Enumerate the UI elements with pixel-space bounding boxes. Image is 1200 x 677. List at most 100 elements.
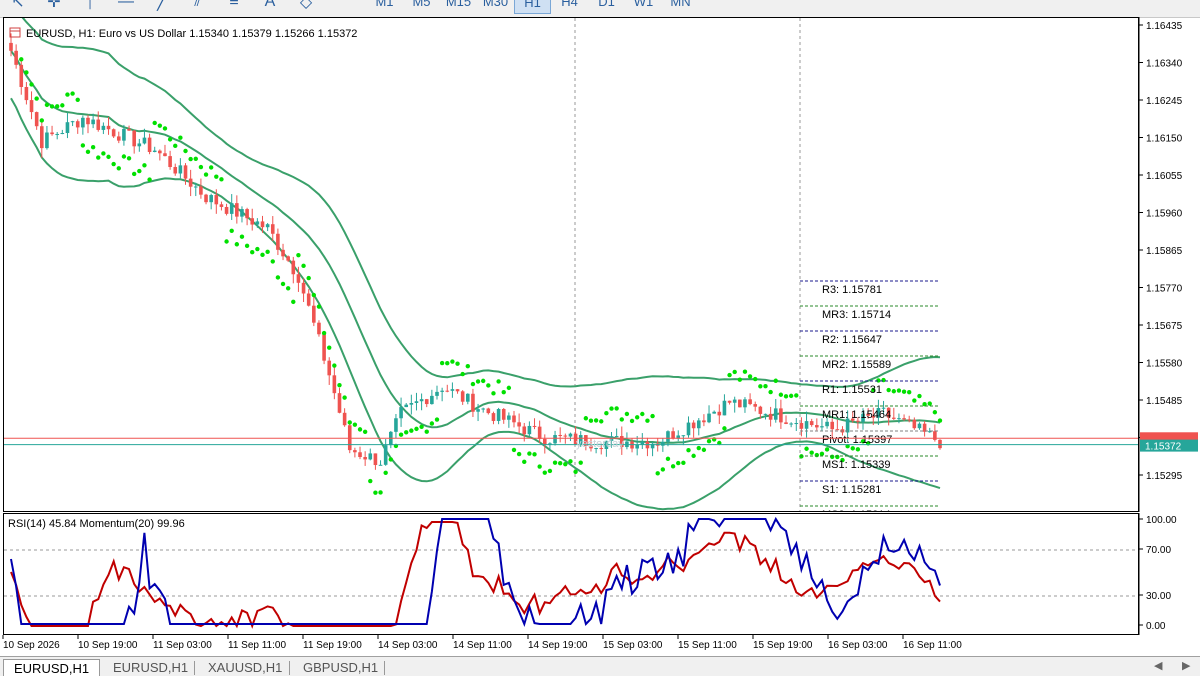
candle [404, 403, 409, 408]
sar-dot [126, 156, 132, 161]
timeframe-d1[interactable]: D1 [598, 0, 615, 9]
sar-dot [722, 426, 727, 431]
tab-scroll-left[interactable]: ◀ [1154, 660, 1163, 672]
trendline-icon[interactable]: ╱ [157, 0, 167, 11]
candle [378, 460, 383, 466]
timeframe-h4[interactable]: H4 [561, 0, 578, 9]
sar-dot [404, 430, 409, 435]
sar-dot [542, 470, 547, 475]
candle [86, 114, 90, 134]
vertical-line-icon[interactable]: ⏐ [85, 0, 95, 10]
main-chart[interactable]: R3: 1.15781 MR3: 1.15714 R2: 1.15647 MR2: 1… [3, 2, 1139, 521]
candle [789, 422, 793, 428]
sar-dot [90, 144, 96, 150]
sar-dot [706, 439, 712, 444]
timeframe-m15[interactable]: M15 [445, 0, 472, 9]
timeframe-w1[interactable]: W1 [633, 0, 654, 9]
sar-dot [701, 447, 707, 453]
time-tick: 10 Sep 19:00 [78, 640, 138, 651]
chart-tab[interactable]: XAUUSD,H1 [208, 660, 283, 675]
shapes-icon[interactable]: ◇ [299, 0, 313, 11]
time-tick: 11 Sep 19:00 [303, 640, 362, 651]
candle [29, 91, 34, 120]
candle [101, 122, 106, 135]
candle [219, 201, 224, 211]
chart-tab[interactable]: EURUSD,H1 [113, 660, 189, 675]
tab-scroll-right[interactable]: ▶ [1182, 660, 1191, 672]
sar-dot [480, 378, 486, 384]
horizontal-line-icon[interactable]: — [118, 0, 134, 10]
sar-dot [912, 398, 917, 403]
candle [147, 133, 152, 155]
chart-tab[interactable]: GBPUSD,H1 [303, 660, 379, 675]
sar-dot [655, 471, 660, 476]
candle [430, 389, 434, 405]
price-tick: 1.16150 [1146, 134, 1183, 145]
sar-dot [860, 439, 866, 444]
cursor-icon[interactable]: ↖ [11, 0, 25, 11]
price-tick: 1.16435 [1146, 21, 1183, 32]
timeframe-m30[interactable]: M30 [482, 0, 509, 9]
sar-dot [634, 415, 640, 420]
candle [409, 394, 414, 415]
candle [912, 417, 917, 430]
sar-dot [419, 424, 424, 429]
momentum-line [10, 516, 941, 627]
candle [111, 128, 116, 139]
candle [460, 390, 465, 405]
sar-dot [855, 447, 861, 452]
indicator-axis: 100.00 70.00 30.00 0.00 [1139, 513, 1177, 635]
timeframe-m5[interactable]: M5 [412, 0, 431, 9]
candle [933, 424, 937, 442]
sar-dot [342, 395, 347, 400]
chart-header: EURUSD, H1: Euro vs US Dollar 1.15340 1.… [9, 27, 357, 40]
candle [537, 420, 542, 444]
candle [568, 432, 573, 442]
sar-dot [563, 461, 568, 467]
sar-dot [522, 459, 527, 465]
candle [743, 397, 747, 413]
sar-dot [327, 345, 332, 350]
crosshair-icon[interactable]: ✛ [47, 0, 61, 11]
sar-dot [347, 420, 352, 425]
candle [876, 399, 881, 426]
time-tick: 14 Sep 03:00 [378, 640, 438, 651]
candle [881, 400, 886, 414]
sar-dot [768, 389, 773, 395]
candle [235, 195, 239, 224]
timeframe-mn[interactable]: MN [670, 0, 691, 9]
timeframe-h1[interactable]: H1 [514, 0, 551, 14]
indicator-tick: 0.00 [1146, 621, 1166, 632]
pivot-label: MR2: 1.15589 [822, 359, 891, 371]
fibonacci-icon[interactable]: ≡ [229, 0, 239, 10]
candle [312, 296, 316, 327]
candle [301, 278, 306, 303]
chart-icon [9, 27, 21, 38]
sar-dot [619, 417, 624, 422]
sar-dot [332, 363, 337, 368]
candle [845, 410, 850, 443]
sar-dot [747, 374, 753, 379]
candle [127, 125, 131, 131]
chart-tab[interactable]: EURUSD,H1 [3, 659, 101, 676]
text-icon[interactable]: A [264, 0, 276, 10]
timeframe-m1[interactable]: M1 [375, 0, 394, 9]
sar-dot [629, 418, 635, 424]
time-tick: 15 Sep 11:00 [678, 640, 737, 651]
candle [589, 438, 593, 452]
sar-dot [773, 378, 778, 383]
candle [773, 399, 778, 423]
sar-dot [29, 82, 34, 87]
sar-dot [645, 418, 650, 423]
candle [661, 438, 665, 452]
sar-dot [19, 57, 24, 62]
yesterday-label: yesterday [576, 438, 624, 450]
candle [455, 389, 460, 394]
sar-dot [301, 263, 306, 269]
indicator-window[interactable]: RSI(14) 45.84 Momentum(20) 99.96 [3, 513, 1139, 635]
price-tick: 1.15865 [1146, 246, 1183, 257]
candle [142, 128, 147, 145]
sar-dot [742, 369, 748, 374]
sar-dot [137, 168, 142, 174]
channel-icon[interactable]: ⫽ [194, 0, 202, 10]
